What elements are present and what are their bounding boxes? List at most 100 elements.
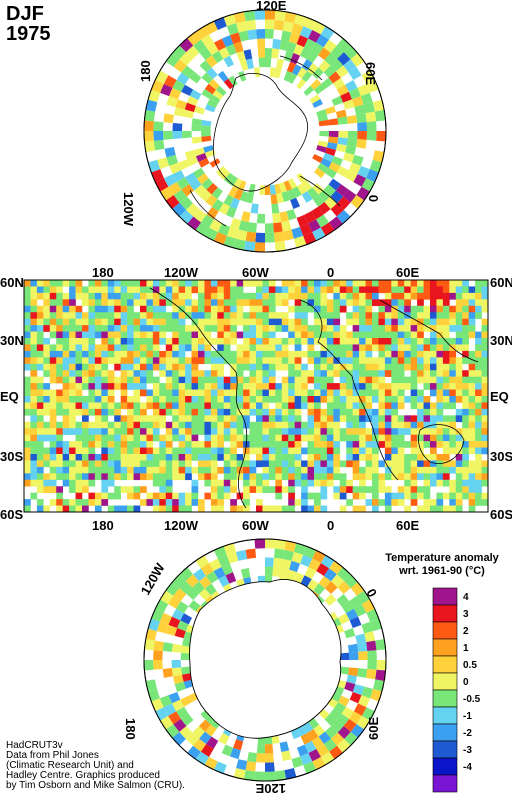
grid-cell bbox=[423, 357, 431, 365]
grid-cell bbox=[333, 318, 341, 326]
grid-cell bbox=[397, 376, 405, 384]
grid-cell bbox=[378, 318, 386, 326]
grid-cell bbox=[178, 363, 186, 371]
grid-cell bbox=[204, 331, 212, 339]
grid-cell bbox=[36, 331, 44, 339]
grid-cell bbox=[217, 454, 225, 461]
grid-cell bbox=[243, 402, 250, 410]
grid-cell bbox=[43, 363, 51, 371]
grid-cell bbox=[268, 460, 276, 468]
grid-cell bbox=[359, 350, 366, 358]
grid-cell bbox=[173, 674, 184, 685]
grid-cell bbox=[378, 286, 386, 294]
grid-cell bbox=[326, 415, 334, 423]
grid-cell bbox=[462, 325, 469, 332]
grid-cell bbox=[314, 415, 321, 423]
grid-cell bbox=[62, 466, 70, 474]
grid-cell bbox=[217, 466, 225, 474]
grid-cell bbox=[62, 460, 70, 468]
grid-cell bbox=[120, 357, 128, 365]
grid-cell bbox=[30, 305, 38, 313]
grid-cell bbox=[94, 383, 102, 390]
grid-cell bbox=[243, 10, 256, 22]
grid-cell bbox=[62, 402, 70, 410]
grid-cell bbox=[481, 338, 489, 345]
grid-cell bbox=[62, 312, 70, 319]
grid-cell bbox=[365, 460, 373, 468]
grid-cell bbox=[249, 408, 257, 416]
grid-cell bbox=[198, 408, 205, 416]
grid-cell bbox=[481, 286, 489, 294]
grid-cell bbox=[152, 447, 160, 455]
grid-cell bbox=[49, 344, 57, 352]
grid-cell bbox=[391, 441, 399, 448]
grid-cell bbox=[243, 492, 250, 500]
grid-cell bbox=[165, 441, 173, 448]
grid-cell bbox=[101, 402, 109, 410]
grid-cell bbox=[404, 421, 411, 429]
grid-cell bbox=[262, 280, 270, 287]
grid-cell bbox=[159, 441, 167, 448]
grid-cell bbox=[455, 492, 463, 500]
grid-cell bbox=[140, 350, 147, 358]
grid-cell bbox=[404, 473, 411, 481]
grid-cell bbox=[449, 389, 457, 397]
grid-cell bbox=[230, 299, 237, 307]
grid-cell bbox=[120, 454, 128, 461]
grid-cell bbox=[307, 376, 315, 384]
grid-cell bbox=[326, 338, 334, 345]
grid-cell bbox=[120, 280, 128, 287]
grid-cell bbox=[481, 415, 489, 423]
grid-cell bbox=[198, 447, 205, 455]
grid-cell bbox=[236, 370, 244, 377]
grid-cell bbox=[88, 350, 96, 358]
grid-cell bbox=[101, 447, 109, 455]
grid-cell bbox=[336, 209, 351, 224]
grid-cell bbox=[254, 242, 265, 252]
grid-cell bbox=[475, 466, 482, 474]
grid-cell bbox=[256, 499, 263, 506]
grid-cell bbox=[30, 370, 38, 377]
grid-cell bbox=[165, 499, 173, 506]
grid-cell bbox=[307, 466, 315, 474]
grid-cell bbox=[265, 566, 274, 577]
grid-cell bbox=[146, 338, 154, 345]
grid-cell bbox=[204, 149, 216, 159]
grid-cell bbox=[62, 421, 70, 429]
grid-cell bbox=[233, 11, 246, 24]
grid-cell bbox=[423, 292, 431, 300]
grid-cell bbox=[114, 363, 121, 371]
grid-cell bbox=[397, 389, 405, 397]
grid-cell bbox=[314, 325, 321, 332]
grid-cell bbox=[56, 292, 63, 300]
grid-cell bbox=[243, 396, 250, 403]
grid-cell bbox=[75, 396, 83, 403]
grid-cell bbox=[178, 473, 186, 481]
grid-cell bbox=[372, 370, 379, 377]
grid-cell bbox=[311, 736, 324, 749]
grid-cell bbox=[185, 402, 192, 410]
grid-cell bbox=[163, 75, 177, 88]
grid-cell bbox=[228, 186, 238, 198]
grid-cell bbox=[314, 396, 321, 403]
grid-cell bbox=[146, 318, 154, 326]
north-label-60e: 60E bbox=[363, 62, 378, 85]
grid-cell bbox=[133, 389, 141, 397]
grid-cell bbox=[262, 312, 270, 319]
grid-cell bbox=[339, 338, 347, 345]
grid-cell bbox=[391, 434, 399, 442]
grid-cell bbox=[30, 350, 38, 358]
grid-cell bbox=[198, 454, 205, 461]
grid-cell bbox=[169, 162, 182, 175]
grid-cell bbox=[290, 197, 301, 209]
grid-cell bbox=[187, 745, 201, 760]
grid-cell bbox=[62, 292, 70, 300]
grid-cell bbox=[326, 286, 334, 294]
grid-cell bbox=[262, 286, 270, 294]
grid-cell bbox=[185, 466, 192, 474]
grid-cell bbox=[391, 299, 399, 307]
grid-cell bbox=[213, 17, 227, 30]
grid-cell bbox=[230, 434, 237, 442]
grid-cell bbox=[185, 454, 192, 461]
grid-cell bbox=[462, 421, 469, 429]
